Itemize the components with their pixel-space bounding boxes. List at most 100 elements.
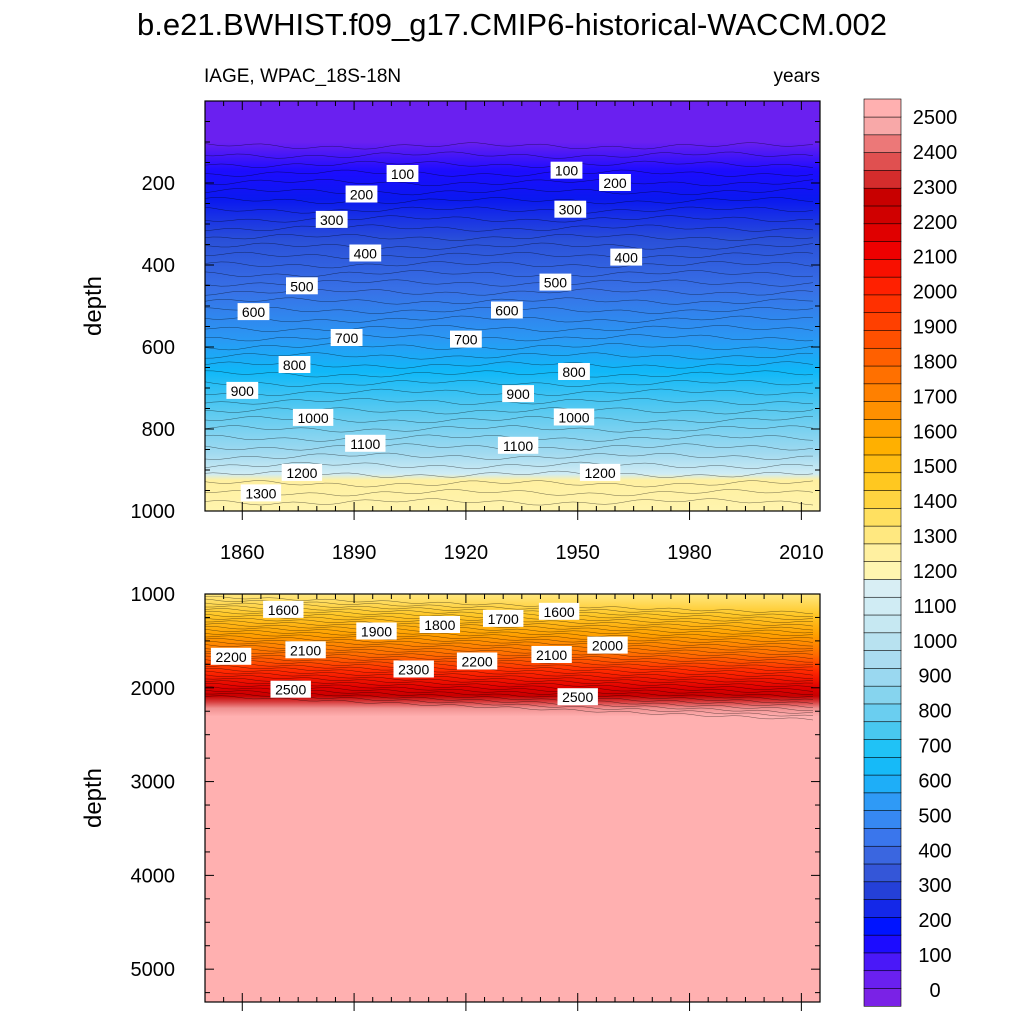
colorbar-box (863, 774, 902, 794)
contour-line (204, 251, 814, 260)
contour-label-bg (356, 622, 397, 640)
colorbar-box (863, 561, 902, 580)
contour-line (204, 674, 814, 698)
colorbar-box (863, 134, 902, 153)
colorbar-box (863, 507, 902, 527)
contour-line (204, 628, 814, 650)
y-tick-label: 800 (142, 419, 175, 441)
colorbar-box (863, 703, 902, 723)
contour-label: 1900 (356, 622, 397, 640)
contour-line (204, 315, 814, 323)
y-tick-label: 1000 (131, 584, 176, 606)
colorbar-box (863, 152, 902, 171)
colorbar-label: 1600 (913, 421, 958, 443)
contour-line (204, 297, 814, 305)
colorbar-box (863, 329, 902, 349)
contour-label: 1200 (579, 463, 621, 481)
x-tick-label: 1950 (555, 542, 600, 564)
contour-label-text: 1700 (488, 611, 519, 627)
contour-line (204, 334, 814, 342)
x-tick-label: 2010 (779, 542, 824, 564)
contour-label-bg (497, 436, 539, 454)
contour-line (204, 625, 814, 647)
contour-line (204, 151, 814, 159)
contour-line (204, 635, 814, 655)
colorbar-box (863, 223, 902, 242)
contour-label-text: 300 (559, 202, 583, 218)
contour-label-bg (386, 165, 419, 182)
units-label: years (774, 66, 820, 87)
contour-line (204, 668, 814, 692)
contour-label: 2100 (285, 641, 326, 659)
contour-label: 1200 (281, 463, 323, 481)
contour-label-text: 1100 (503, 438, 533, 454)
colorbar-box (863, 205, 902, 225)
colorbar-box (863, 827, 902, 847)
lower-contour-lines (204, 595, 814, 721)
colorbar-box (863, 685, 902, 705)
contour-label: 500 (539, 273, 572, 291)
colorbar-box (863, 169, 902, 189)
colorbar-box (863, 916, 902, 936)
colorbar-box (863, 738, 902, 758)
contour-line (204, 242, 814, 250)
contour-line (204, 617, 814, 637)
lower-panel: 1600 1600 1700 1800 1900 2000 2100 2100 2200 2200… (80, 584, 821, 1011)
colorbar-box (863, 881, 902, 900)
colorbar-box (863, 650, 902, 669)
upper-contour-lines (204, 142, 814, 506)
contour-label-text: 200 (603, 175, 627, 191)
contour-line (204, 620, 814, 639)
contour-label-text: 800 (562, 364, 586, 380)
contour-label-bg (558, 363, 590, 380)
contour-label-bg (240, 484, 282, 502)
colorbar-label: 400 (918, 840, 951, 862)
colorbar-box (863, 863, 902, 883)
contour-label-bg (554, 200, 587, 218)
colorbar-box (863, 792, 902, 811)
colorbar-box (863, 294, 902, 314)
contour-label-bg (210, 647, 252, 665)
contour-label-bg (538, 602, 580, 620)
colorbar-label: 1800 (913, 351, 958, 373)
contour-line (204, 655, 813, 679)
contour-line (204, 142, 814, 150)
colorbar-label: 1700 (913, 386, 958, 408)
contour-label-text: 100 (555, 163, 579, 179)
y-tick-label: 4000 (131, 865, 176, 887)
contour-label: 400 (610, 248, 643, 266)
contour-label-bg (286, 277, 318, 295)
contour-label-text: 1600 (544, 604, 575, 620)
contour-label: 600 (491, 301, 523, 319)
lower-field (205, 594, 820, 1002)
contour-line (204, 343, 814, 351)
colorbar-label: 100 (918, 945, 951, 967)
contour-label: 200 (599, 174, 631, 191)
contour-label: 1600 (263, 600, 304, 618)
colorbar-label: 1400 (913, 491, 958, 513)
contour-label: 2200 (456, 652, 498, 670)
contour-label-text: 2000 (592, 638, 623, 654)
contour-label-bg (419, 616, 460, 633)
contour-label-bg (553, 408, 595, 426)
colorbar-box (863, 418, 902, 438)
contour-label: 1100 (345, 434, 386, 452)
contour-label-text: 2100 (536, 647, 567, 663)
colorbar-label: 1900 (913, 317, 958, 339)
x-tick-label: 1860 (220, 542, 265, 564)
y-tick-label: 3000 (131, 772, 176, 794)
y-tick-label: 600 (142, 337, 175, 359)
chart-title: b.e21.BWHIST.f09_g17.CMIP6-historical-WA… (137, 7, 887, 42)
contour-line (204, 489, 814, 497)
contour-line (204, 197, 814, 205)
colorbar-box (863, 116, 902, 136)
contour-label-text: 1200 (585, 465, 616, 481)
contour-label: 1600 (538, 602, 580, 620)
contour-line (204, 695, 814, 721)
contour-line (204, 160, 814, 168)
colorbar-box (863, 454, 902, 474)
contour-label-bg (345, 185, 378, 203)
colorbar: 0 100 200 300 400 500 600 700 800 900 1000 1100 1200… (863, 98, 958, 1007)
contour-label: 700 (330, 329, 363, 346)
